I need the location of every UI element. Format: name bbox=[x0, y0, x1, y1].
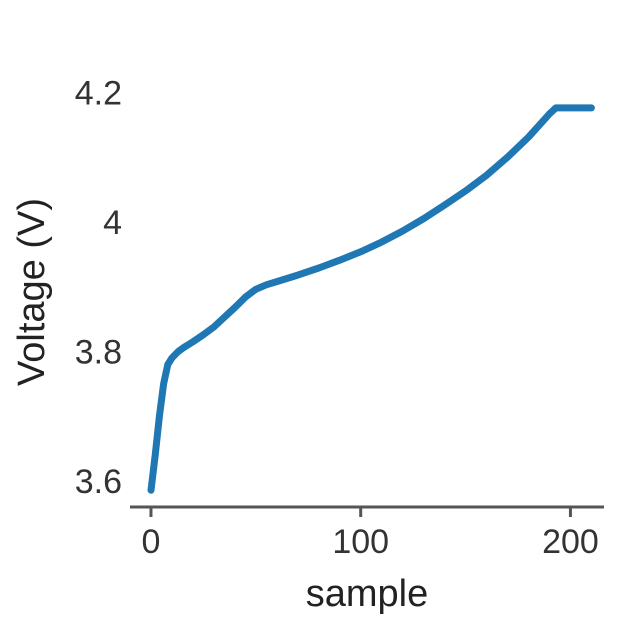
voltage-series-line bbox=[147, 104, 595, 494]
x-ticks: 0 100 200 bbox=[142, 507, 599, 561]
x-tick-label: 0 bbox=[142, 523, 161, 561]
x-axis-title: sample bbox=[306, 573, 429, 615]
y-tick-label: 3.6 bbox=[75, 463, 122, 501]
x-tick-label: 200 bbox=[542, 523, 599, 561]
y-axis-title: Voltage (V) bbox=[11, 198, 53, 386]
x-tick-label: 100 bbox=[332, 523, 389, 561]
y-tick-label: 3.8 bbox=[75, 334, 122, 372]
y-tick-label: 4.2 bbox=[75, 74, 122, 112]
y-ticks: 3.6 3.8 4 4.2 bbox=[75, 74, 122, 501]
y-tick-label: 4 bbox=[103, 204, 122, 242]
